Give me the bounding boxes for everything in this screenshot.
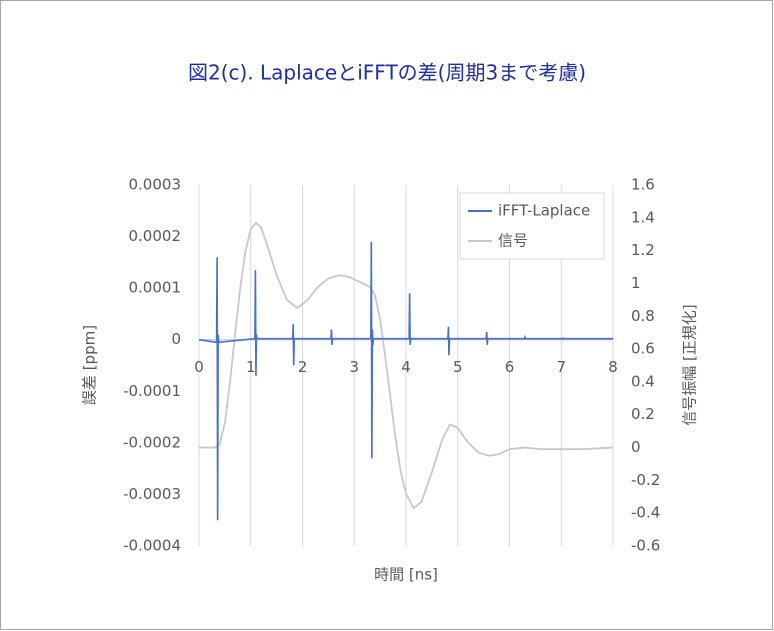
- y-tick-label: 0: [171, 330, 181, 348]
- y-tick-label: -0.0003: [123, 485, 181, 503]
- x-tick-label: 2: [298, 358, 308, 376]
- x-tick-label: 8: [608, 358, 618, 376]
- y2-tick-label: 0.4: [631, 372, 655, 390]
- y2-tick-label: -0.6: [631, 537, 660, 555]
- legend-label: 信号: [498, 232, 528, 250]
- x-tick-label: 6: [505, 358, 515, 376]
- y-tick-label: 0.0002: [129, 227, 182, 245]
- y-tick-label: -0.0001: [123, 382, 181, 400]
- y2-tick-label: 0.2: [631, 405, 655, 423]
- x-tick-label: 5: [453, 358, 463, 376]
- legend-label: iFFT-Laplace: [498, 202, 590, 220]
- series-line: [199, 221, 614, 510]
- y-tick-label: 0.0003: [129, 176, 182, 194]
- y2-tick-label: 0.6: [631, 340, 655, 358]
- x-tick-label: 7: [556, 358, 566, 376]
- y2-tick-label: 0.8: [631, 307, 655, 325]
- y2-tick-label: 1.2: [631, 241, 655, 259]
- y2-tick-label: -0.4: [631, 504, 660, 522]
- y2-tick-label: 1.6: [631, 176, 655, 194]
- y-tick-label: -0.0004: [123, 537, 181, 555]
- y-tick-label: 0.0001: [129, 279, 182, 297]
- y2-tick-label: 1.4: [631, 208, 655, 226]
- y-tick-label: -0.0002: [123, 433, 181, 451]
- x-axis-label: 時間 [ns]: [374, 566, 438, 584]
- y-axis-label: 誤差 [ppm]: [81, 325, 99, 405]
- y2-axis-label: 信号振幅 [正規化]: [681, 304, 699, 425]
- y2-tick-label: 0: [631, 438, 641, 456]
- chart-title: 図2(c). LaplaceとiFFTの差(周期3まで考慮): [188, 61, 586, 85]
- x-tick-label: 0: [194, 358, 204, 376]
- x-tick-label: 1: [246, 358, 256, 376]
- series-line: [198, 241, 613, 521]
- y2-tick-label: -0.2: [631, 471, 660, 489]
- legend-box: [459, 192, 605, 260]
- x-tick-label: 4: [401, 358, 411, 376]
- y2-tick-label: 1: [631, 274, 641, 292]
- x-tick-label: 3: [349, 358, 359, 376]
